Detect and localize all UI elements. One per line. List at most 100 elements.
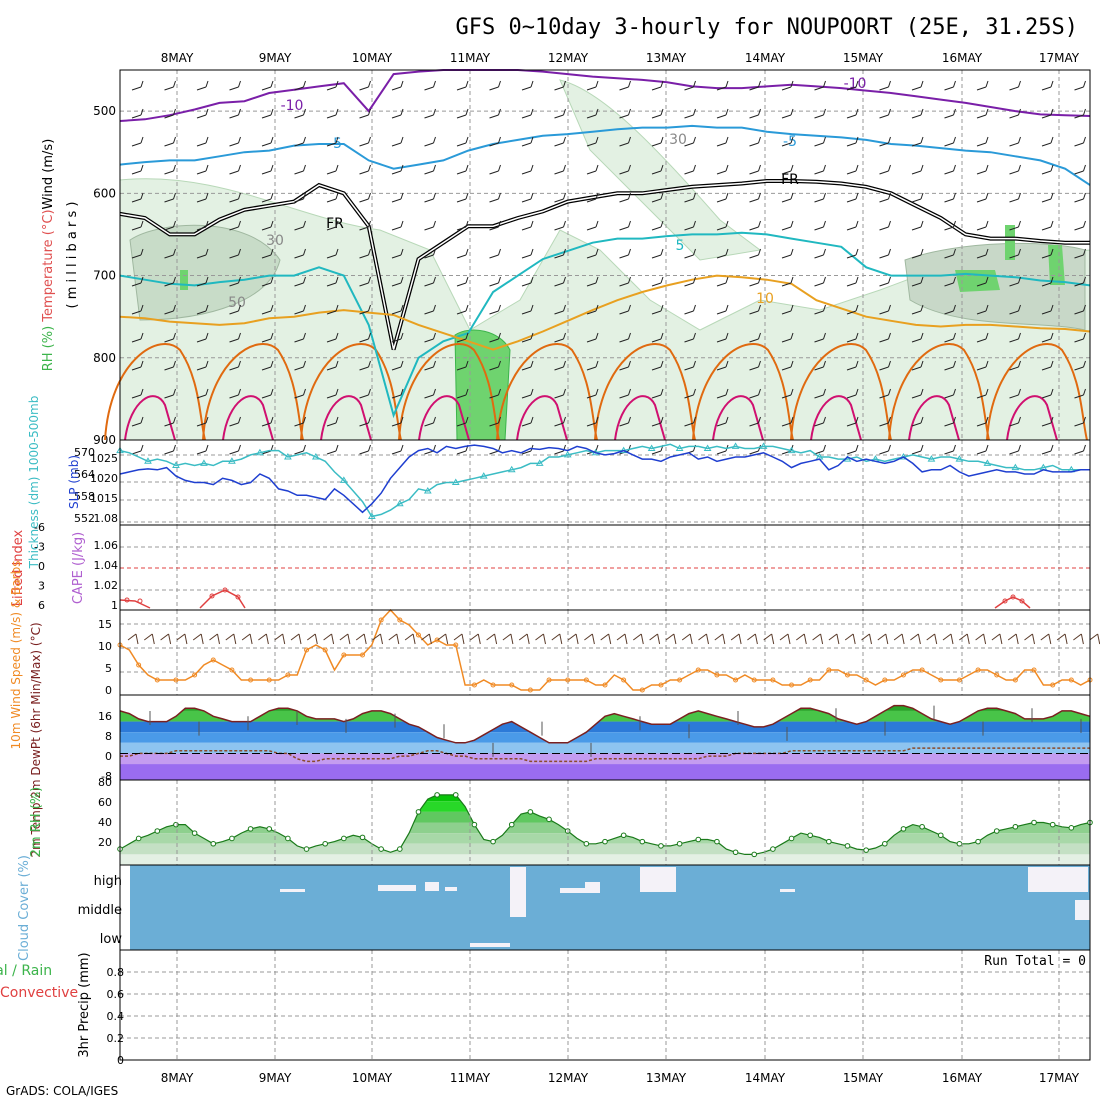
wind-barb <box>888 108 891 116</box>
wind-barb <box>554 450 564 455</box>
wind-barb <box>326 422 337 427</box>
wind-barb <box>628 304 631 312</box>
wind-barb-10m <box>347 633 351 645</box>
wind-barb <box>888 136 891 144</box>
wind-barb <box>944 310 954 315</box>
wind-barb <box>855 248 859 256</box>
wind-barb <box>530 360 534 368</box>
wind-barb <box>229 310 239 315</box>
wind-barb <box>911 226 922 231</box>
wind-barb <box>911 422 922 427</box>
wind-barb <box>716 422 727 427</box>
wind-barb <box>1009 226 1019 231</box>
wind-barb <box>424 338 434 343</box>
wind-barb <box>424 86 434 91</box>
wind-barb <box>790 332 794 340</box>
wind-speed-marker <box>975 667 981 673</box>
wind-barb-10m <box>747 633 756 641</box>
wind-barb <box>489 226 499 231</box>
wind-barb <box>530 248 534 256</box>
wind-barb <box>716 366 727 371</box>
wind-barb-10m <box>584 633 593 641</box>
rh-marker <box>919 823 925 830</box>
wind-barb <box>1041 170 1052 175</box>
wind-barb-10m <box>486 633 495 641</box>
wind-barb <box>489 282 499 287</box>
wind-barb <box>368 192 371 200</box>
date-label-top: 8MAY <box>161 51 194 65</box>
wind-barb <box>433 220 436 228</box>
wind-barb <box>693 108 696 116</box>
thickness-marker <box>759 442 768 449</box>
thickness-marker <box>955 455 964 462</box>
wind-barb <box>433 192 436 200</box>
wind-barb <box>140 164 144 172</box>
wind-barb <box>270 416 274 424</box>
wind-barb <box>684 282 694 287</box>
wind-barb <box>554 254 564 259</box>
wind-barb <box>953 388 956 396</box>
wind-barb <box>391 366 402 371</box>
wind-barb-10m <box>714 633 724 641</box>
wind-barb <box>586 198 597 203</box>
wind-barb <box>628 192 631 200</box>
wind-barb <box>554 226 564 231</box>
wind-speed-marker <box>173 677 179 683</box>
wind-barb <box>846 142 857 147</box>
wind-barb <box>400 388 404 396</box>
isotherm-20 <box>320 395 372 441</box>
temp-line <box>119 704 1091 744</box>
thickness-marker <box>787 446 796 454</box>
wind-barb <box>1009 310 1019 315</box>
thickness-marker <box>395 499 404 507</box>
rh-marker <box>434 792 440 798</box>
wind-barb <box>173 164 176 172</box>
wind-barb <box>976 86 987 91</box>
wind-barb <box>888 444 891 452</box>
wind-barb <box>270 360 274 368</box>
wind-barb <box>660 304 664 312</box>
wind-barb <box>563 276 566 284</box>
wind-barb-10m <box>665 633 675 641</box>
wind-barb <box>261 366 272 371</box>
wind-barb-10m <box>241 633 251 641</box>
wind-barb <box>326 86 337 91</box>
wind-barb-10m <box>771 633 775 645</box>
wind-barb <box>888 332 891 340</box>
wind-barb <box>456 366 467 371</box>
wind-barb <box>563 248 566 256</box>
wind-barb <box>465 332 469 340</box>
cloud-gap <box>1028 867 1088 892</box>
wind-barb <box>855 108 859 116</box>
wind-barb <box>164 338 174 343</box>
wind-speed-marker <box>378 617 384 623</box>
wind-barb <box>261 338 272 343</box>
wind-barb <box>205 108 209 116</box>
wind-barb <box>953 164 956 172</box>
wind-barb <box>823 164 826 172</box>
wind-barb <box>725 388 729 396</box>
rh-ylabel-text: 2m RH (%) <box>29 787 44 858</box>
wind-barb <box>498 360 501 368</box>
pressure-tick-label: 900 <box>93 433 116 447</box>
wind-barb <box>391 142 402 147</box>
wind-barb <box>1050 388 1054 396</box>
wind-speed-marker <box>136 662 142 668</box>
wind-barb <box>1050 248 1054 256</box>
wind-barb <box>976 114 987 119</box>
wind-barb <box>619 226 629 231</box>
wind-barb <box>303 276 306 284</box>
wind-barb-10m <box>176 633 186 641</box>
wind-barb <box>781 226 792 231</box>
wind-barb <box>335 108 339 116</box>
wind-barb <box>359 450 369 455</box>
wind-barb <box>465 304 469 312</box>
wind-barb <box>359 114 369 119</box>
wind-barb <box>651 422 662 427</box>
wind-barb <box>651 366 662 371</box>
wind-barb-10m <box>632 633 642 641</box>
date-label-bottom: 14MAY <box>745 1071 786 1085</box>
wind-barb <box>400 220 404 228</box>
wind-speed-marker <box>154 677 160 683</box>
wind-barb <box>521 226 532 231</box>
